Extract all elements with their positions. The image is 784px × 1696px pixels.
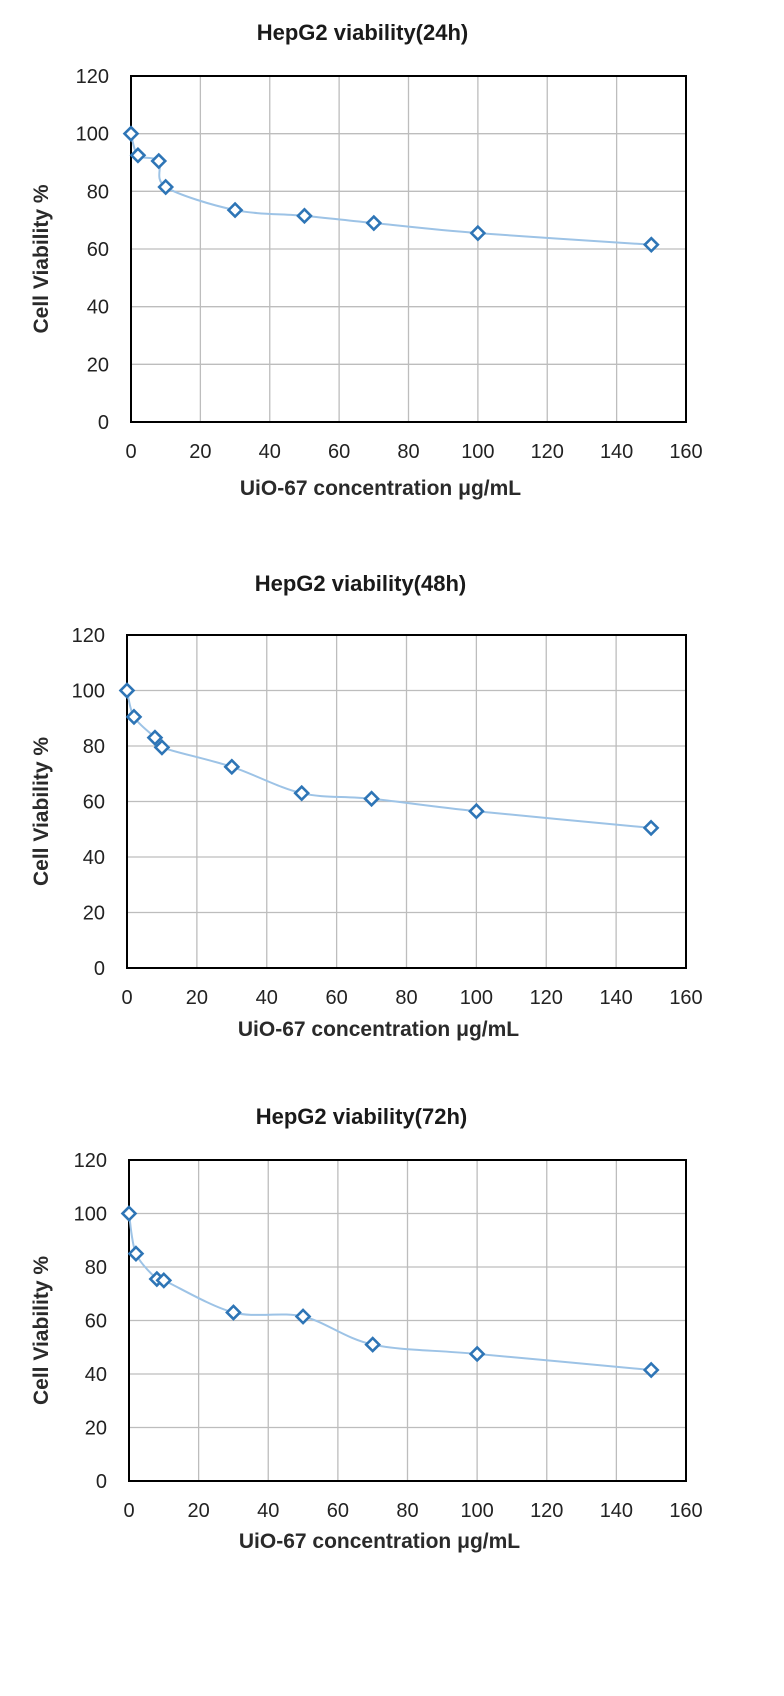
x-axis-label: UiO-67 concentration μg/mL — [238, 1018, 519, 1041]
plot-frame — [126, 634, 687, 969]
y-axis-label: Cell Viability % — [30, 737, 53, 886]
y-tick-label: 80 — [87, 181, 109, 203]
x-tick-label: 40 — [256, 987, 278, 1009]
x-tick-label: 60 — [327, 1500, 349, 1522]
x-tick-label: 80 — [397, 441, 419, 463]
data-point — [296, 207, 313, 225]
x-tick-label: 120 — [531, 441, 564, 463]
y-tick-label: 80 — [83, 736, 105, 758]
data-point — [468, 802, 485, 820]
data-point — [120, 1205, 138, 1222]
x-tick-label: 100 — [460, 987, 493, 1009]
y-tick-label: 20 — [87, 354, 109, 376]
x-tick-label: 40 — [259, 441, 281, 463]
plot-frame — [130, 75, 687, 423]
x-tick-label: 100 — [461, 441, 494, 463]
y-tick-label: 120 — [74, 1150, 107, 1172]
y-tick-label: 0 — [96, 1471, 107, 1493]
y-axis-label: Cell Viability % — [30, 184, 53, 333]
y-tick-label: 100 — [72, 681, 105, 703]
x-tick-label: 60 — [326, 987, 348, 1009]
x-tick-label: 80 — [395, 987, 417, 1009]
chart-title: HepG2 viability(48h) — [255, 571, 467, 596]
y-axis-label: Cell Viability % — [30, 1256, 53, 1405]
x-tick-label: 100 — [460, 1500, 493, 1522]
x-tick-label: 120 — [530, 1500, 563, 1522]
chart-title: HepG2 viability(72h) — [256, 1104, 468, 1129]
data-point — [293, 784, 311, 802]
x-tick-label: 0 — [125, 441, 136, 463]
x-tick-label: 140 — [600, 1500, 633, 1522]
data-point — [642, 236, 660, 254]
data-point — [365, 214, 383, 232]
data-point — [642, 1361, 660, 1379]
x-tick-label: 120 — [530, 987, 563, 1009]
x-tick-label: 80 — [396, 1500, 418, 1522]
series-line — [128, 1213, 652, 1371]
data-point — [150, 152, 168, 170]
chart-2: 0 20 40 60 80 100 120 140 160 0 20 40 60 80 100 120 HepG… — [30, 571, 703, 1041]
x-tick-label: 20 — [186, 987, 208, 1009]
x-tick-label: 160 — [669, 1500, 702, 1522]
x-tick-label: 40 — [257, 1500, 279, 1522]
x-tick-label: 20 — [188, 1500, 210, 1522]
y-tick-label: 40 — [83, 847, 105, 869]
data-point — [468, 1345, 486, 1363]
data-point — [118, 682, 136, 699]
x-axis-label: UiO-67 concentration μg/mL — [239, 1530, 520, 1553]
x-tick-label: 20 — [189, 441, 211, 463]
data-point — [129, 146, 147, 164]
data-point — [294, 1308, 312, 1325]
data-point — [363, 790, 380, 808]
chart-title: HepG2 viability(24h) — [257, 20, 469, 45]
x-tick-label: 0 — [121, 987, 132, 1009]
y-tick-label: 20 — [83, 903, 105, 925]
data-point — [153, 739, 171, 756]
data-point — [469, 224, 487, 242]
data-point — [125, 708, 143, 726]
y-tick-label: 60 — [85, 1311, 107, 1333]
x-tick-label: 0 — [123, 1500, 134, 1522]
plot-frame — [128, 1159, 687, 1482]
series-line — [130, 133, 652, 246]
chart-1: 0 20 40 60 80 100 120 140 160 0 20 40 60 80 100 120 HepG… — [30, 20, 703, 500]
data-point — [364, 1336, 382, 1353]
y-tick-label: 100 — [76, 124, 109, 146]
data-point — [157, 178, 175, 196]
x-tick-label: 60 — [328, 441, 350, 463]
data-point — [642, 819, 660, 837]
y-tick-label: 120 — [76, 66, 109, 88]
chart-3: 0 20 40 60 80 100 120 140 160 0 20 40 60 80 100 120 HepG… — [30, 1104, 703, 1553]
data-point — [127, 1245, 145, 1262]
y-tick-label: 40 — [87, 297, 109, 319]
data-point — [155, 1272, 173, 1289]
y-tick-label: 40 — [85, 1364, 107, 1386]
y-tick-label: 0 — [94, 958, 105, 980]
x-tick-label: 160 — [669, 987, 702, 1009]
y-tick-label: 60 — [87, 239, 109, 261]
x-tick-label: 140 — [600, 441, 633, 463]
series-line — [126, 690, 652, 829]
x-axis-label: UiO-67 concentration μg/mL — [240, 477, 521, 500]
x-tick-label: 160 — [669, 441, 702, 463]
data-point — [146, 729, 164, 747]
data-point — [225, 1304, 242, 1321]
y-tick-label: 80 — [85, 1257, 107, 1279]
y-tick-label: 100 — [74, 1204, 107, 1226]
y-tick-label: 120 — [72, 625, 105, 647]
x-tick-label: 140 — [599, 987, 632, 1009]
y-tick-label: 60 — [83, 792, 105, 814]
y-tick-label: 0 — [98, 412, 109, 434]
data-point — [122, 125, 140, 143]
data-point — [223, 758, 241, 776]
data-point — [226, 201, 244, 219]
y-tick-label: 20 — [85, 1418, 107, 1440]
